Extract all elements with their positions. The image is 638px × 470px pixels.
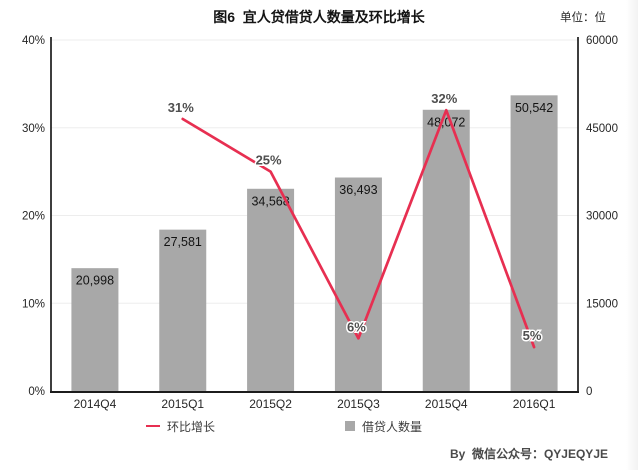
- left-axis-tick-label: 20%: [22, 211, 45, 223]
- x-axis-label-2015Q1: 2015Q1: [161, 397, 204, 411]
- bar-series-marker-icon: [345, 421, 355, 431]
- bar-2015Q4: [422, 109, 470, 391]
- bar-value-label: 34,568: [251, 194, 289, 208]
- growth-point-label: 25%: [256, 153, 282, 168]
- unit-label: 单位：位: [560, 12, 606, 24]
- bar-2016Q1: [510, 95, 558, 392]
- left-axis-tick-label: 10%: [22, 298, 45, 310]
- x-axis-label-2015Q2: 2015Q2: [249, 397, 292, 411]
- right-axis-tick-label: 0: [586, 386, 592, 398]
- bar-value-label: 27,581: [164, 235, 202, 249]
- x-axis-label-2015Q3: 2015Q3: [337, 397, 380, 411]
- bar-2015Q2: [247, 188, 295, 391]
- legend-item-borrowers: 借贷人数量: [345, 418, 422, 434]
- bar-2015Q3: [334, 177, 382, 391]
- legend-item-growth: 环比增长: [146, 418, 215, 434]
- right-axis-tick-label: 30000: [586, 211, 618, 223]
- bar-value-label: 20,998: [76, 274, 114, 288]
- chart-title: 图6 宜人贷借贷人数量及环比增长: [213, 9, 425, 25]
- bar-2015Q1: [159, 229, 207, 391]
- left-axis-tick-label: 0%: [28, 386, 45, 398]
- attribution-text: By 微信公众号：QYJEQYJE: [449, 447, 608, 461]
- x-axis-label-2016Q1: 2016Q1: [513, 397, 556, 411]
- right-axis-tick-label: 60000: [586, 35, 618, 47]
- left-axis-tick-label: 30%: [22, 123, 45, 135]
- legend: 环比增长 借贷人数量: [0, 418, 638, 434]
- bar-2014Q4: [71, 268, 119, 391]
- growth-point-label: 31%: [168, 100, 194, 115]
- bar-value-label: 50,542: [515, 101, 553, 115]
- legend-label-growth: 环比增长: [167, 419, 216, 434]
- right-axis-tick-label: 15000: [586, 298, 618, 310]
- growth-point-label: 6%: [347, 319, 366, 334]
- x-axis-label-2015Q4: 2015Q4: [425, 397, 468, 411]
- growth-point-label: 32%: [431, 91, 457, 106]
- growth-point-label: 5%: [523, 328, 542, 343]
- legend-label-borrowers: 借贷人数量: [362, 419, 423, 434]
- left-axis-tick-label: 40%: [22, 35, 45, 47]
- bar-value-label: 48,072: [427, 115, 465, 129]
- right-axis-tick-label: 45000: [586, 123, 618, 135]
- bar-value-label: 36,493: [339, 183, 377, 197]
- growth-line: [181, 108, 536, 349]
- x-axis-label-2014Q4: 2014Q4: [74, 397, 117, 411]
- line-series-marker-icon: [146, 424, 160, 428]
